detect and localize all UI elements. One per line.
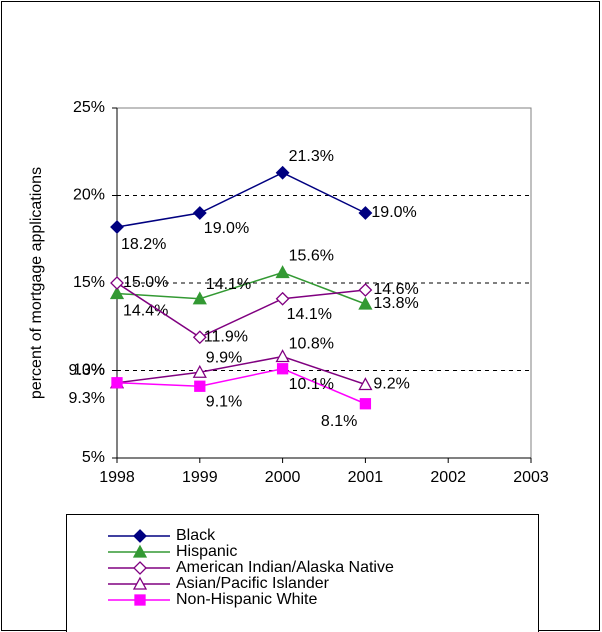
marker: [194, 380, 206, 392]
marker: [358, 377, 373, 391]
x-tick-label: 2000: [265, 469, 301, 486]
legend-marker: [132, 544, 148, 558]
y-tick-label: 10%: [73, 362, 105, 379]
y-axis-label: percent of mortgage applications: [28, 167, 45, 399]
y-tick-label: 25%: [73, 99, 105, 116]
x-tick-label: 2003: [513, 469, 549, 486]
marker: [111, 377, 123, 389]
data-label: 10.1%: [289, 376, 334, 393]
data-label: 15.6%: [289, 248, 334, 265]
data-label: 13.8%: [373, 295, 418, 312]
marker: [275, 291, 290, 306]
data-label: 9.9%: [206, 349, 242, 366]
legend-marker: [134, 594, 146, 606]
legend-marker: [133, 529, 147, 543]
series-line: [116, 355, 366, 386]
marker: [358, 206, 373, 220]
x-tick-label: 2002: [430, 469, 466, 486]
data-label: 19.0%: [204, 220, 249, 237]
marker: [276, 363, 289, 375]
x-tick-label: 1998: [99, 469, 135, 486]
data-label: 10.8%: [289, 336, 334, 353]
legend-box: [66, 514, 539, 632]
data-label: 19.0%: [371, 204, 416, 221]
marker: [275, 265, 290, 279]
marker: [192, 364, 207, 378]
legend-label: Black: [176, 527, 216, 544]
marker: [110, 220, 124, 234]
marker: [358, 296, 373, 310]
data-label: 14.6%: [373, 281, 418, 298]
marker: [275, 349, 290, 363]
data-label: 18.2%: [121, 236, 166, 253]
x-tick-label: 1999: [182, 469, 218, 486]
data-label: 14.1%: [287, 306, 332, 323]
series-line: [116, 171, 366, 228]
data-label: 11.9%: [204, 328, 248, 345]
data-label: 14.4%: [123, 303, 168, 320]
series-line: [116, 367, 366, 405]
legend-label: Asian/Pacific Islander: [176, 575, 330, 592]
legend-marker: [132, 576, 148, 590]
series-line: [116, 271, 366, 305]
data-label: 9.3%: [69, 390, 105, 407]
marker: [359, 398, 372, 410]
marker: [109, 286, 125, 300]
marker: [275, 165, 290, 180]
y-tick-label: 15%: [73, 274, 105, 291]
marker: [358, 283, 373, 297]
data-label: 9.1%: [206, 393, 242, 410]
data-label: 8.1%: [321, 413, 357, 430]
legend-label: Hispanic: [176, 543, 237, 560]
legend-label: American Indian/Alaska Native: [176, 559, 394, 576]
series-line: [116, 282, 366, 339]
marker: [192, 291, 207, 305]
x-tick-label: 2001: [348, 469, 384, 486]
marker: [110, 276, 124, 290]
legend-label: Non-Hispanic White: [176, 591, 317, 608]
data-label: 14.1%: [206, 276, 251, 293]
y-tick-label: 5%: [82, 449, 105, 466]
y-tick-label: 20%: [73, 187, 105, 204]
data-label: 21.3%: [289, 148, 334, 165]
data-label: 9.3%: [69, 362, 105, 379]
marker: [192, 206, 207, 220]
data-label: 15.0%: [123, 274, 168, 291]
legend-marker: [133, 561, 147, 575]
data-label: 9.2%: [373, 376, 409, 393]
marker: [192, 330, 207, 345]
